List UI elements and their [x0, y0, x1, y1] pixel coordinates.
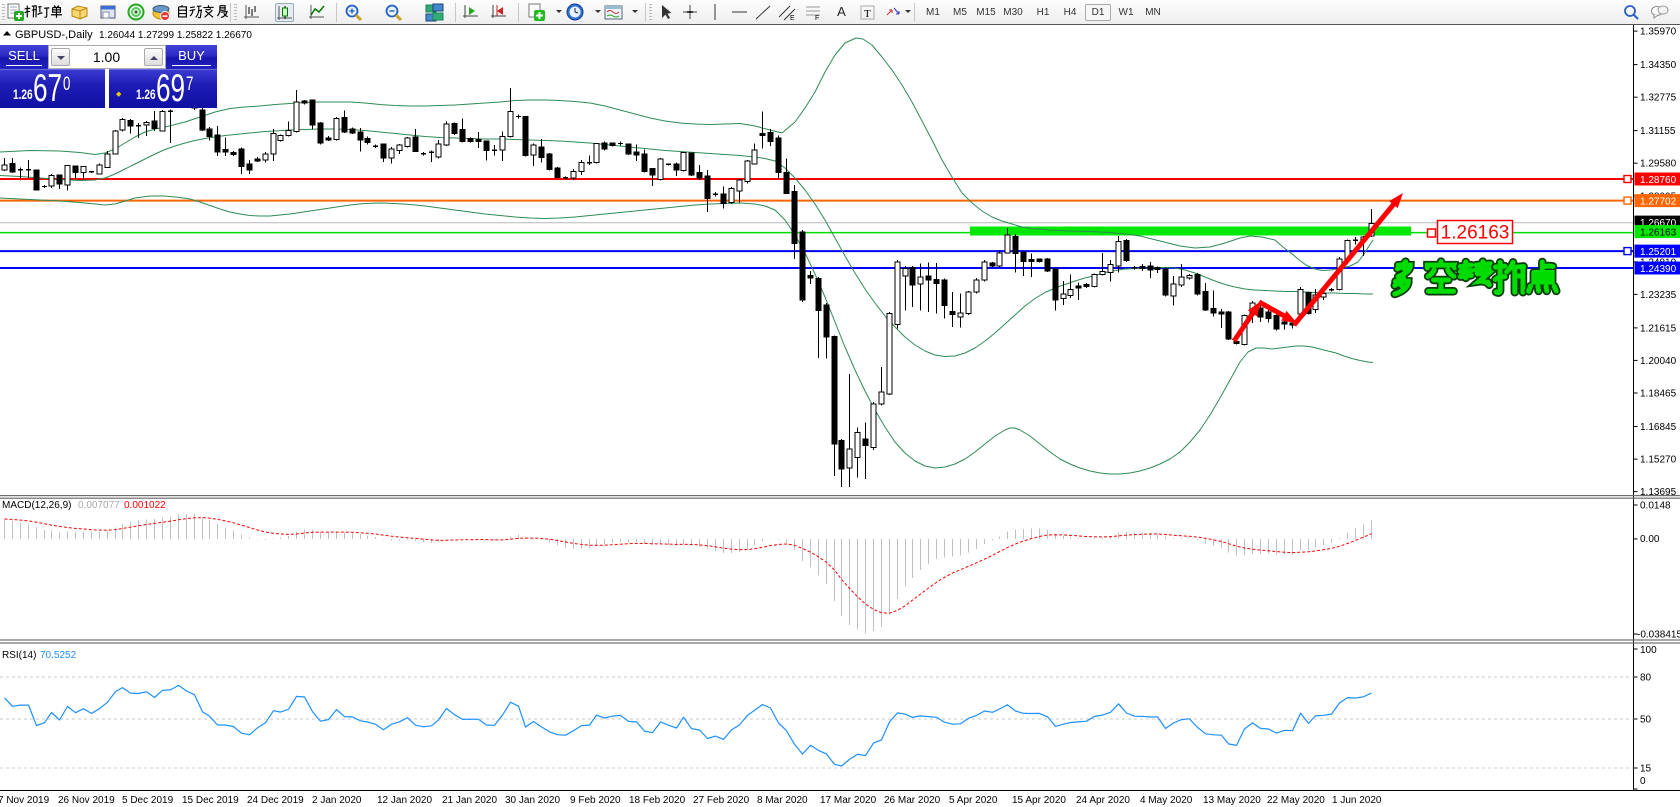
- svg-text:-0.038415: -0.038415: [1637, 630, 1680, 641]
- svg-text:27 Feb 2020: 27 Feb 2020: [693, 795, 750, 806]
- svg-text:1.21615: 1.21615: [1640, 323, 1677, 334]
- svg-text:RSI(14): RSI(14): [2, 650, 36, 661]
- svg-text:5 Apr 2020: 5 Apr 2020: [949, 795, 998, 806]
- svg-text:15 Dec 2019: 15 Dec 2019: [182, 795, 239, 806]
- svg-text:F: F: [815, 15, 819, 22]
- svg-text:1.34350: 1.34350: [1640, 60, 1677, 71]
- svg-text:15 Apr 2020: 15 Apr 2020: [1012, 795, 1066, 806]
- svg-text:1.15270: 1.15270: [1640, 455, 1677, 466]
- svg-text:100: 100: [1640, 645, 1657, 656]
- svg-text:1.31155: 1.31155: [1640, 126, 1676, 137]
- svg-text:15: 15: [1640, 764, 1652, 775]
- svg-text:7 Nov 2019: 7 Nov 2019: [0, 795, 50, 806]
- svg-text:T: T: [864, 8, 871, 20]
- svg-text:9 Feb 2020: 9 Feb 2020: [570, 795, 621, 806]
- svg-text:12 Jan 2020: 12 Jan 2020: [377, 795, 432, 806]
- svg-text:8 Mar 2020: 8 Mar 2020: [757, 795, 808, 806]
- svg-text:0.007077: 0.007077: [78, 500, 120, 511]
- svg-text:22 May 2020: 22 May 2020: [1267, 795, 1325, 806]
- svg-text:E: E: [790, 15, 795, 22]
- svg-text:1.32775: 1.32775: [1640, 93, 1677, 104]
- svg-text:1.25201: 1.25201: [1640, 247, 1677, 258]
- svg-text:1.26044 1.27299 1.25822 1.2667: 1.26044 1.27299 1.25822 1.26670: [99, 30, 252, 41]
- svg-text:1.27702: 1.27702: [1640, 197, 1677, 208]
- svg-text:5 Dec 2019: 5 Dec 2019: [122, 795, 174, 806]
- svg-text:18 Feb 2020: 18 Feb 2020: [629, 795, 686, 806]
- svg-text:70.5252: 70.5252: [40, 650, 77, 661]
- svg-text:17 Mar 2020: 17 Mar 2020: [820, 795, 877, 806]
- svg-text:50: 50: [1640, 715, 1652, 726]
- svg-text:1.26670: 1.26670: [1640, 218, 1677, 229]
- svg-text:1.26163: 1.26163: [1441, 223, 1510, 244]
- svg-text:0.0148: 0.0148: [1640, 501, 1671, 512]
- svg-text:2 Jan 2020: 2 Jan 2020: [312, 795, 362, 806]
- svg-text:80: 80: [1640, 673, 1652, 684]
- svg-text:1.35970: 1.35970: [1640, 27, 1677, 38]
- svg-text:0.001022: 0.001022: [124, 500, 166, 511]
- svg-text:4 May 2020: 4 May 2020: [1140, 795, 1193, 806]
- svg-text:1.26163: 1.26163: [1640, 228, 1677, 239]
- svg-text:26 Mar 2020: 26 Mar 2020: [884, 795, 941, 806]
- svg-text:1.13695: 1.13695: [1640, 487, 1677, 498]
- svg-text:1.24390: 1.24390: [1640, 264, 1677, 275]
- svg-text:13 May 2020: 13 May 2020: [1203, 795, 1261, 806]
- svg-text:0: 0: [1640, 776, 1646, 787]
- svg-text:21 Jan 2020: 21 Jan 2020: [442, 795, 497, 806]
- svg-text:1.29580: 1.29580: [1640, 159, 1677, 170]
- svg-text:1.18465: 1.18465: [1640, 389, 1677, 400]
- svg-text:GBPUSD-,Daily: GBPUSD-,Daily: [15, 29, 93, 41]
- svg-text:30 Jan 2020: 30 Jan 2020: [505, 795, 560, 806]
- svg-text:1.23235: 1.23235: [1640, 290, 1677, 301]
- svg-text:24 Apr 2020: 24 Apr 2020: [1076, 795, 1130, 806]
- svg-text:1.20040: 1.20040: [1640, 356, 1677, 367]
- svg-text:1.16845: 1.16845: [1640, 422, 1677, 433]
- svg-text:24 Dec 2019: 24 Dec 2019: [247, 795, 304, 806]
- svg-text:1.28760: 1.28760: [1640, 175, 1677, 186]
- svg-text:0.00: 0.00: [1640, 534, 1660, 545]
- svg-text:26 Nov 2019: 26 Nov 2019: [58, 795, 115, 806]
- svg-text:1 Jun 2020: 1 Jun 2020: [1332, 795, 1382, 806]
- svg-text:MACD(12,26,9): MACD(12,26,9): [2, 500, 71, 511]
